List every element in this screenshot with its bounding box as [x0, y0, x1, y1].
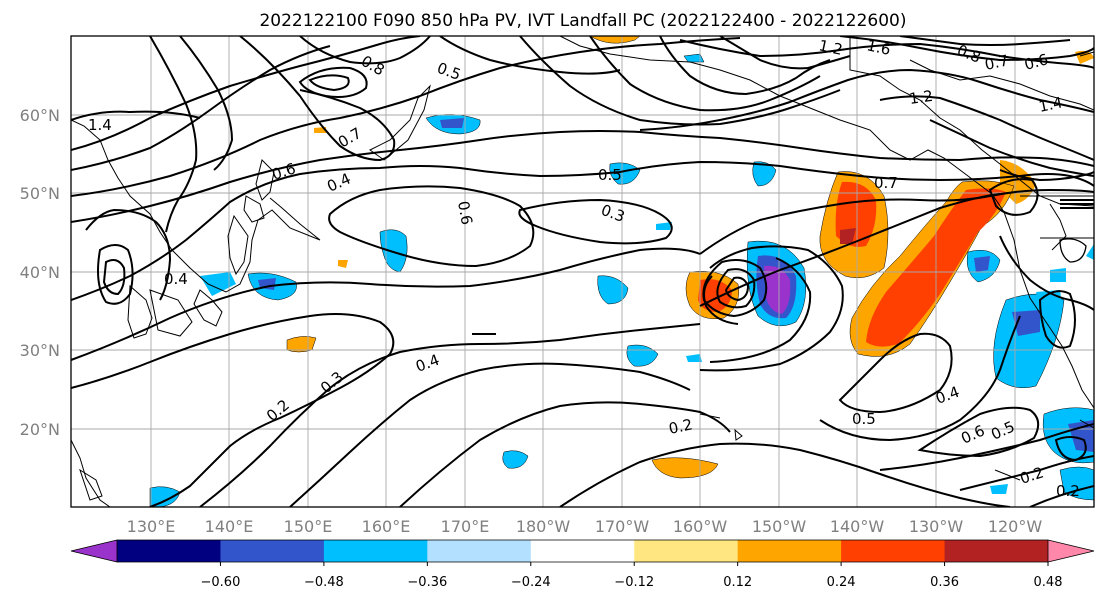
contour-label: 1.2	[908, 87, 934, 108]
colorbar-tick-label: 0.24	[827, 575, 856, 590]
colorbar-segment	[634, 540, 739, 562]
colorbar-segment	[117, 540, 221, 562]
colorbar-segment	[220, 540, 325, 562]
colorbar-tick-label: 0.36	[930, 575, 959, 590]
map-panel: 1.4 0.8 0.5 1.2 1.6 0.8 0.7 0.6 1.4 1.2 …	[70, 35, 1095, 508]
lon-label: 130°W	[909, 517, 964, 536]
contour-label: 0.7	[983, 51, 1010, 74]
pv-contours	[71, 36, 1094, 507]
lon-label: 140°E	[205, 517, 254, 536]
lon-label: 160°E	[362, 517, 411, 536]
lon-label: 130°E	[127, 517, 176, 536]
contour-label: 0.6	[454, 200, 476, 227]
colorbar-segment	[944, 540, 1049, 562]
colorbar-segment	[427, 540, 532, 562]
colorbar-segment	[841, 540, 946, 562]
lon-label: 120°W	[988, 517, 1043, 536]
lat-label: 30°N	[20, 341, 60, 360]
contour-label: 1.2	[817, 36, 844, 59]
colorbar-segment	[1048, 540, 1094, 562]
contour-label: 0.2	[667, 415, 694, 438]
contour-label: 0.7	[874, 174, 898, 192]
lon-label: 140°W	[830, 517, 885, 536]
colorbar-tick-label: −0.36	[407, 575, 447, 590]
contour-label: 1.6	[865, 36, 892, 59]
colorbar-segment	[323, 540, 428, 562]
lat-label: 50°N	[20, 184, 60, 203]
colorbar: −0.60 −0.48 −0.36 −0.24 −0.12 0.12 0.24 0.36 0.4…	[70, 539, 1095, 590]
contour-label: 1.4	[88, 116, 112, 134]
lon-label: 150°E	[284, 517, 333, 536]
contour-label: 0.6	[1022, 50, 1050, 74]
contour-label: 0.2	[1056, 482, 1080, 500]
contour-label: 0.4	[164, 270, 188, 288]
map-title: 2022122100 F090 850 hPa PV, IVT Landfall…	[259, 11, 906, 31]
colorbar-segment	[530, 540, 635, 562]
latitude-labels: 60°N 50°N 40°N 30°N 20°N	[20, 106, 60, 439]
contour-label: 1.4	[1037, 93, 1064, 116]
lat-label: 60°N	[20, 106, 60, 125]
colorbar-segment	[71, 540, 117, 562]
colorbar-tick-label: −0.48	[304, 575, 344, 590]
lat-label: 40°N	[20, 263, 60, 282]
colorbar-tick-label: −0.12	[614, 575, 654, 590]
colorbar-tick-label: −0.24	[511, 575, 551, 590]
colorbar-tick-label: −0.60	[201, 575, 241, 590]
lat-label: 20°N	[20, 420, 60, 439]
lon-label: 170°E	[441, 517, 490, 536]
lon-label: 170°W	[595, 517, 650, 536]
gridlines	[71, 36, 1094, 507]
colorbar-tick-label: 0.48	[1034, 575, 1063, 590]
longitude-labels: 130°E 140°E 150°E 160°E 170°E 180°W 170°…	[127, 517, 1043, 536]
colorbar-segment	[737, 540, 842, 562]
contour-label: 0.5	[598, 166, 622, 184]
lon-label: 180°W	[516, 517, 571, 536]
lon-label: 150°W	[752, 517, 807, 536]
lon-label: 160°W	[673, 517, 728, 536]
shading-negative	[149, 53, 1094, 507]
map-frame	[70, 35, 1095, 508]
contour-label: 0.5	[852, 410, 876, 428]
colorbar-tick-label: 0.12	[723, 575, 752, 590]
